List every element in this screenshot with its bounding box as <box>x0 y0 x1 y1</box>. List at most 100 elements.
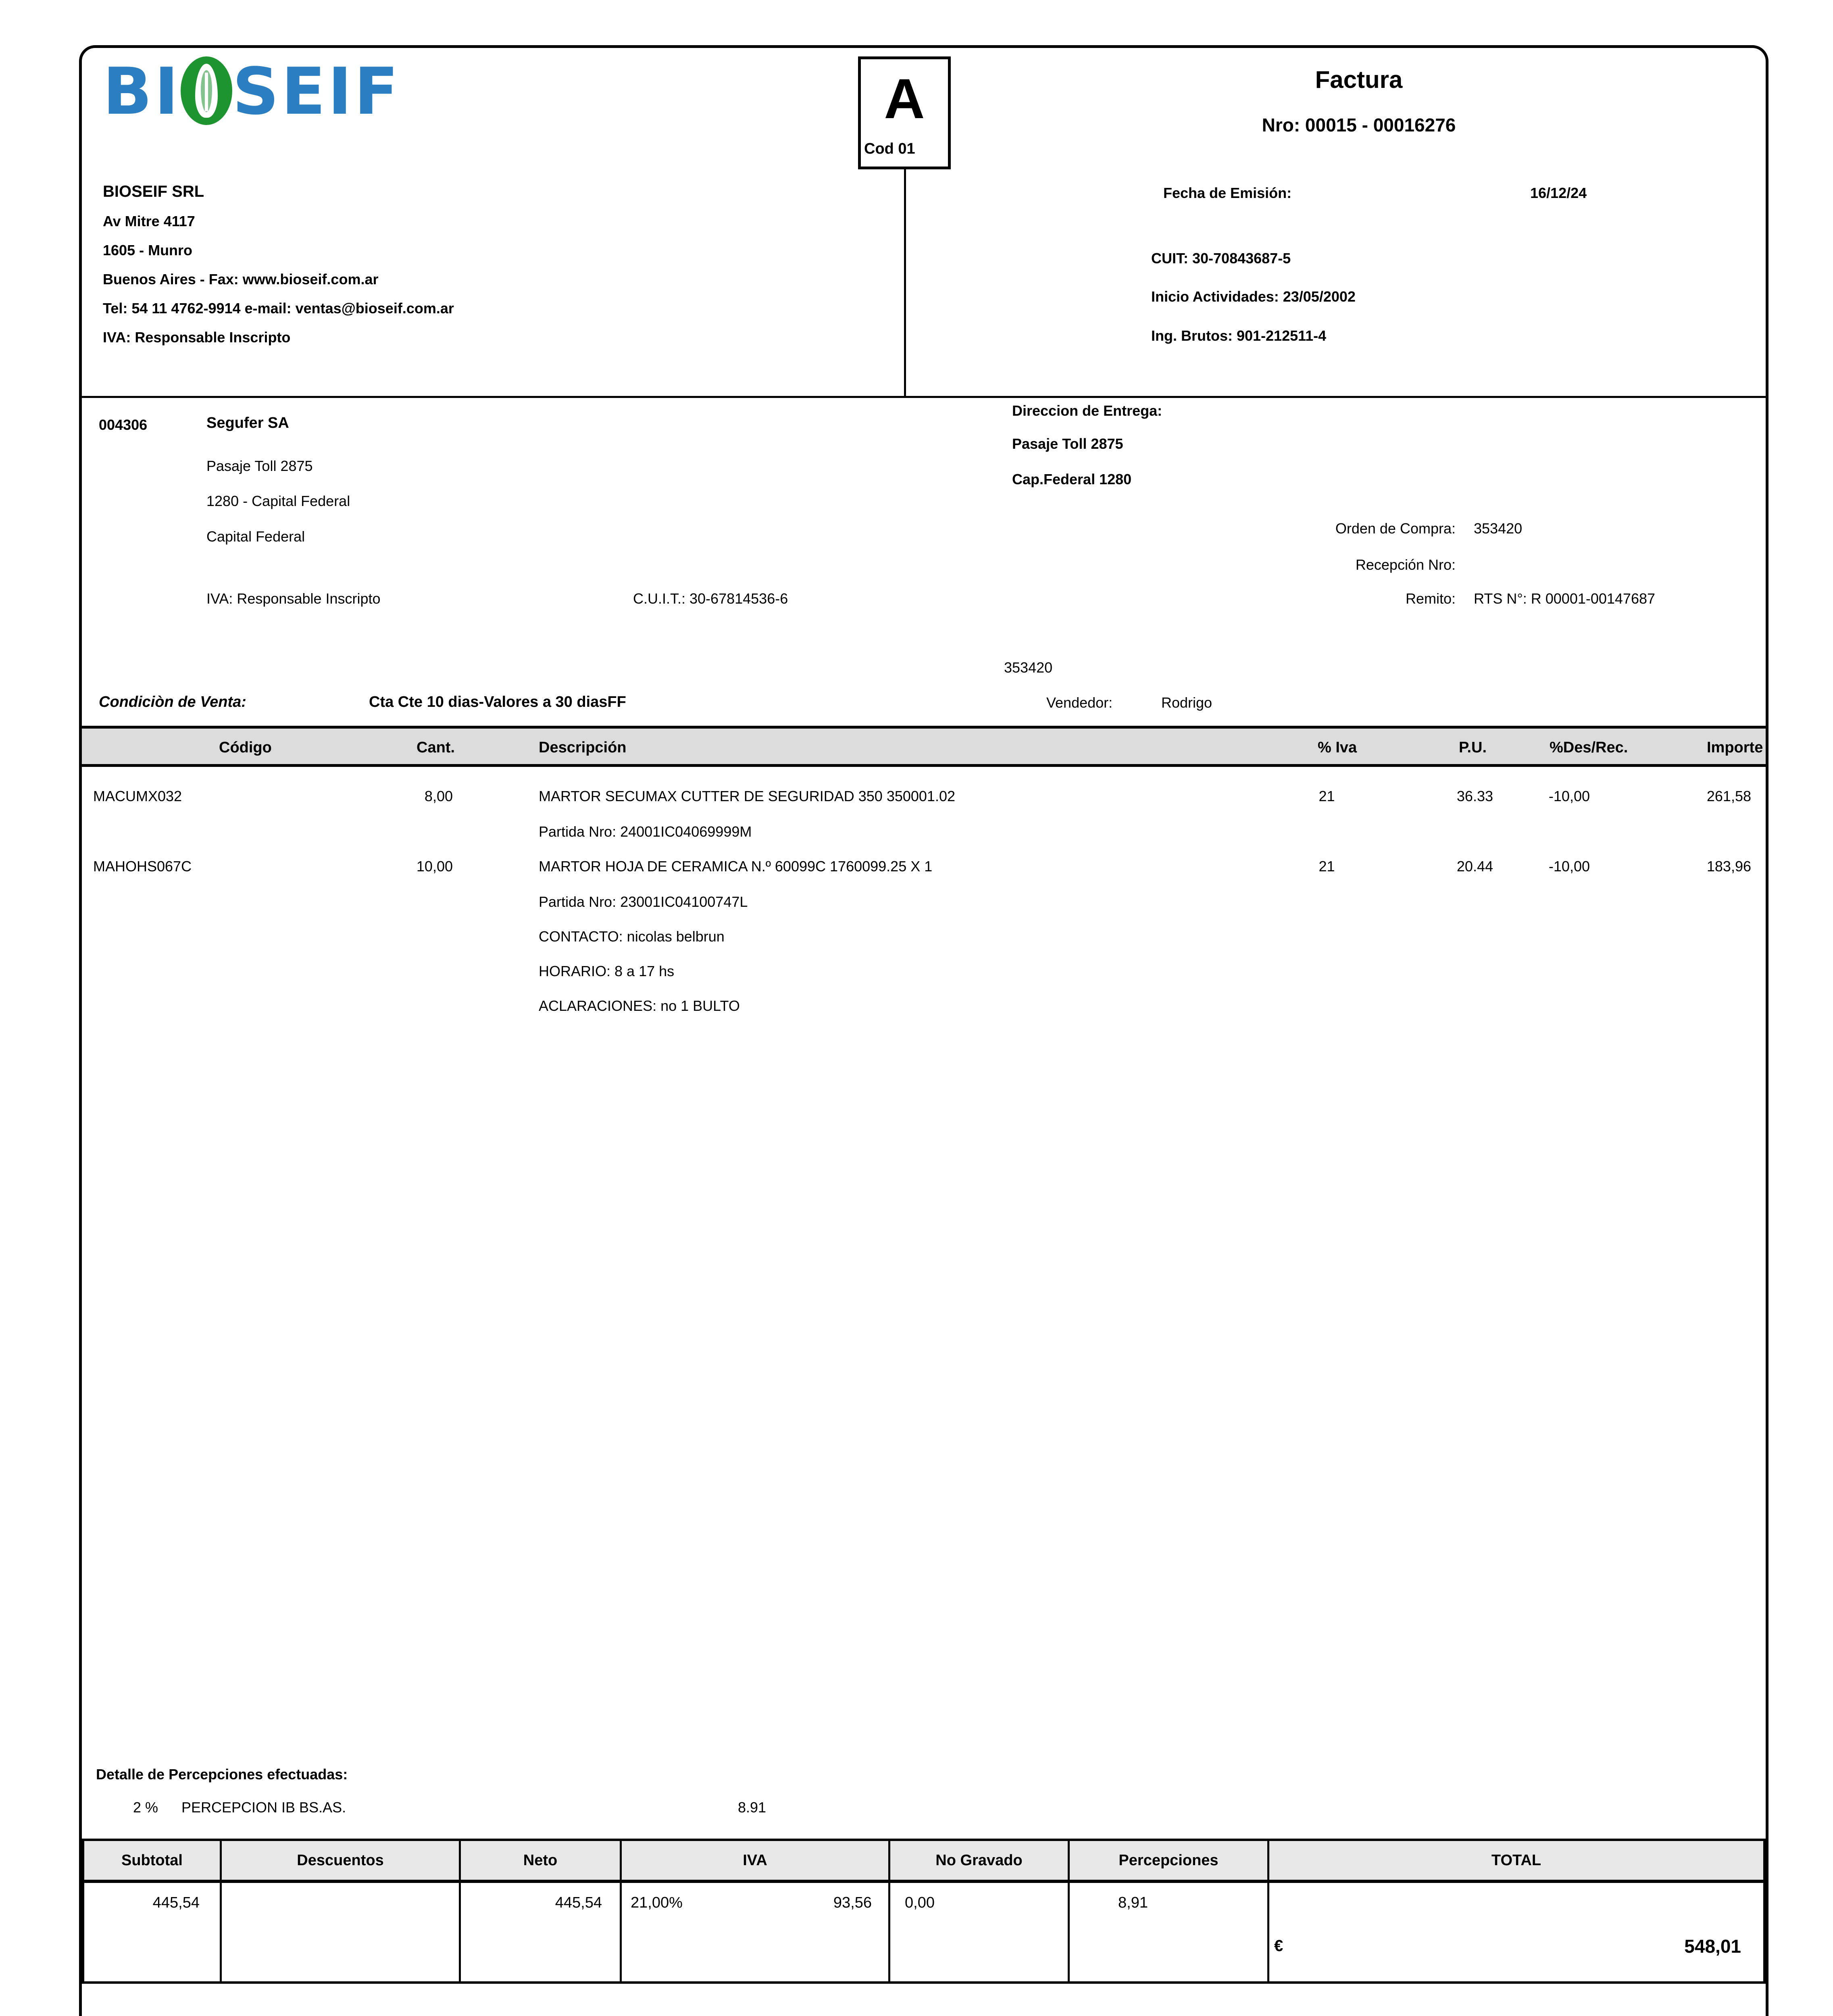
delivery-address-line2: Cap.Federal 1280 <box>1012 471 1132 487</box>
column-header-desrec: %Des/Rec. <box>1550 739 1628 756</box>
totals-value-grand-total: 548,01 <box>1684 1936 1741 1957</box>
column-header-iva: % Iva <box>1318 739 1357 756</box>
issuer-gross-income: Ing. Brutos: 901-212511-4 <box>1151 327 1327 344</box>
table-row-subline: ACLARACIONES: no 1 BULTO <box>539 998 740 1014</box>
totals-cell-neto: 445,54 <box>459 1883 620 1981</box>
customer-address: Pasaje Toll 2875 <box>206 458 313 474</box>
remito-label: Remito: <box>1405 590 1456 607</box>
invoice-outer-frame <box>79 45 1768 2016</box>
totals-header-descuentos: Descuentos <box>297 1851 384 1869</box>
issue-date-label: Fecha de Emisión: <box>1163 185 1292 201</box>
table-row-qty: 10,00 <box>416 858 453 875</box>
salesperson-value: Rodrigo <box>1161 694 1212 711</box>
totals-table-header: Subtotal Descuentos Neto IVA No Gravado … <box>84 1841 1763 1883</box>
document-type-code: Cod 01 <box>864 140 915 157</box>
percepcion-description: PERCEPCION IB BS.AS. <box>181 1799 346 1816</box>
issue-date-value: 16/12/24 <box>1530 185 1587 201</box>
totals-header-iva: IVA <box>743 1851 767 1869</box>
issuer-name: BIOSEIF SRL <box>103 183 204 200</box>
delivery-address-line1: Pasaje Toll 2875 <box>1012 435 1123 452</box>
purchase-order-label: Orden de Compra: <box>1335 520 1456 537</box>
totals-cell-descuentos <box>220 1883 459 1981</box>
table-row-pu: 20.44 <box>1456 858 1493 875</box>
table-row-iva: 21 <box>1319 858 1335 875</box>
totals-cell-subtotal: 445,54 <box>84 1883 220 1981</box>
issuer-contact: Tel: 54 11 4762-9914 e-mail: ventas@bios… <box>103 300 454 317</box>
column-header-cantidad: Cant. <box>417 739 455 756</box>
invoice-number: Nro: 00015 - 00016276 <box>1262 115 1456 135</box>
table-row-iva: 21 <box>1319 788 1335 804</box>
table-row-code: MACUMX032 <box>93 788 182 804</box>
percepciones-title: Detalle de Percepciones efectuadas: <box>96 1766 348 1783</box>
salesperson-label: Vendedor: <box>1046 694 1113 711</box>
table-row-desc: MARTOR SECUMAX CUTTER DE SEGURIDAD 350 3… <box>539 788 955 804</box>
bioseif-logo: BI SEIF <box>103 56 401 125</box>
table-row-subline: Partida Nro: 24001IC04069999M <box>539 823 752 840</box>
table-row-code: MAHOHS067C <box>93 858 192 875</box>
totals-header-neto: Neto <box>523 1851 558 1869</box>
column-header-importe: Importe <box>1707 739 1763 756</box>
page-title: Factura <box>1315 66 1403 93</box>
column-header-codigo: Código <box>219 739 272 756</box>
totals-table-body: 445,54 445,54 21,00% 93,56 0,00 8,91 € 5… <box>84 1883 1763 1981</box>
totals-header-subtotal: Subtotal <box>121 1851 183 1869</box>
delivery-address-title: Direccion de Entrega: <box>1012 402 1162 419</box>
issuer-address: Av Mitre 4117 <box>103 213 195 229</box>
table-row-disc: -10,00 <box>1548 788 1590 804</box>
sale-condition-label: Condiciòn de Venta: <box>99 694 246 710</box>
table-row-qty: 8,00 <box>424 788 453 804</box>
remito-value: RTS N°: R 00001-00147687 <box>1474 590 1656 607</box>
customer-province: Capital Federal <box>206 528 305 545</box>
table-row-subline: HORARIO: 8 a 17 hs <box>539 963 675 979</box>
totals-cell-iva: 21,00% 93,56 <box>620 1883 888 1981</box>
totals-header-total: TOTAL <box>1491 1851 1541 1869</box>
issuer-iva-condition: IVA: Responsable Inscripto <box>103 329 291 346</box>
totals-cell-no-gravado: 0,00 <box>888 1883 1068 1981</box>
issuer-province-web: Buenos Aires - Fax: www.bioseif.com.ar <box>103 271 379 287</box>
reception-number-label: Recepción Nro: <box>1355 556 1456 573</box>
customer-locality: 1280 - Capital Federal <box>206 493 350 509</box>
table-row-desc: MARTOR HOJA DE CERAMICA N.º 60099C 17600… <box>539 858 933 875</box>
totals-header-no-gravado: No Gravado <box>935 1851 1023 1869</box>
items-table-body: MACUMX032 8,00 MARTOR SECUMAX CUTTER DE … <box>82 767 1766 1759</box>
table-row-amount: 261,58 <box>1706 788 1751 804</box>
totals-value-subtotal: 445,54 <box>152 1894 200 1911</box>
table-row-amount: 183,96 <box>1706 858 1751 875</box>
totals-value-iva-amount: 93,56 <box>833 1894 872 1911</box>
header-vertical-divider <box>904 169 906 397</box>
totals-cell-total: € 548,01 <box>1267 1883 1763 1981</box>
issuer-cuit: CUIT: 30-70843687-5 <box>1151 250 1291 267</box>
totals-value-neto: 445,54 <box>555 1894 602 1911</box>
header-horizontal-rule <box>82 396 1766 398</box>
document-type-letter: A <box>884 67 925 130</box>
customer-name: Segufer SA <box>206 414 289 431</box>
percepcion-amount: 8.91 <box>738 1799 767 1816</box>
table-row-pu: 36.33 <box>1456 788 1493 804</box>
issuer-block: BIOSEIF SRL Av Mitre 4117 1605 - Munro B… <box>103 183 454 359</box>
customer-iva-condition: IVA: Responsable Inscripto <box>206 590 381 607</box>
issuer-locality: 1605 - Munro <box>103 242 193 258</box>
table-row-disc: -10,00 <box>1548 858 1590 875</box>
logo-text-part-seif: SEIF <box>232 54 401 129</box>
customer-cuit: C.U.I.T.: 30-67814536-6 <box>633 590 788 607</box>
column-header-pu: P.U. <box>1459 739 1487 756</box>
totals-table: Subtotal Descuentos Neto IVA No Gravado … <box>82 1839 1766 1984</box>
logo-o-leaf-icon <box>181 56 233 125</box>
document-type-box: A Cod 01 <box>858 56 951 169</box>
table-row-subline: CONTACTO: nicolas belbrun <box>539 928 725 945</box>
issuer-activity-start: Inicio Actividades: 23/05/2002 <box>1151 288 1356 305</box>
customer-code: 004306 <box>99 417 148 433</box>
totals-value-percepciones: 8,91 <box>1118 1894 1148 1911</box>
totals-value-iva-rate: 21,00% <box>631 1894 683 1911</box>
totals-header-percepciones: Percepciones <box>1119 1851 1219 1869</box>
purchase-order-repeat: 353420 <box>1004 659 1053 676</box>
totals-value-no-gravado: 0,00 <box>905 1894 935 1911</box>
purchase-order-value: 353420 <box>1474 520 1523 537</box>
currency-symbol: € <box>1274 1937 1283 1955</box>
table-row-subline: Partida Nro: 23001IC04100747L <box>539 893 748 910</box>
items-table-header: Código Cant. Descripción % Iva P.U. %Des… <box>82 726 1766 767</box>
logo-text-part-bi: BI <box>103 54 181 129</box>
totals-cell-percepciones: 8,91 <box>1068 1883 1267 1981</box>
sale-condition-value: Cta Cte 10 dias-Valores a 30 diasFF <box>369 694 626 710</box>
